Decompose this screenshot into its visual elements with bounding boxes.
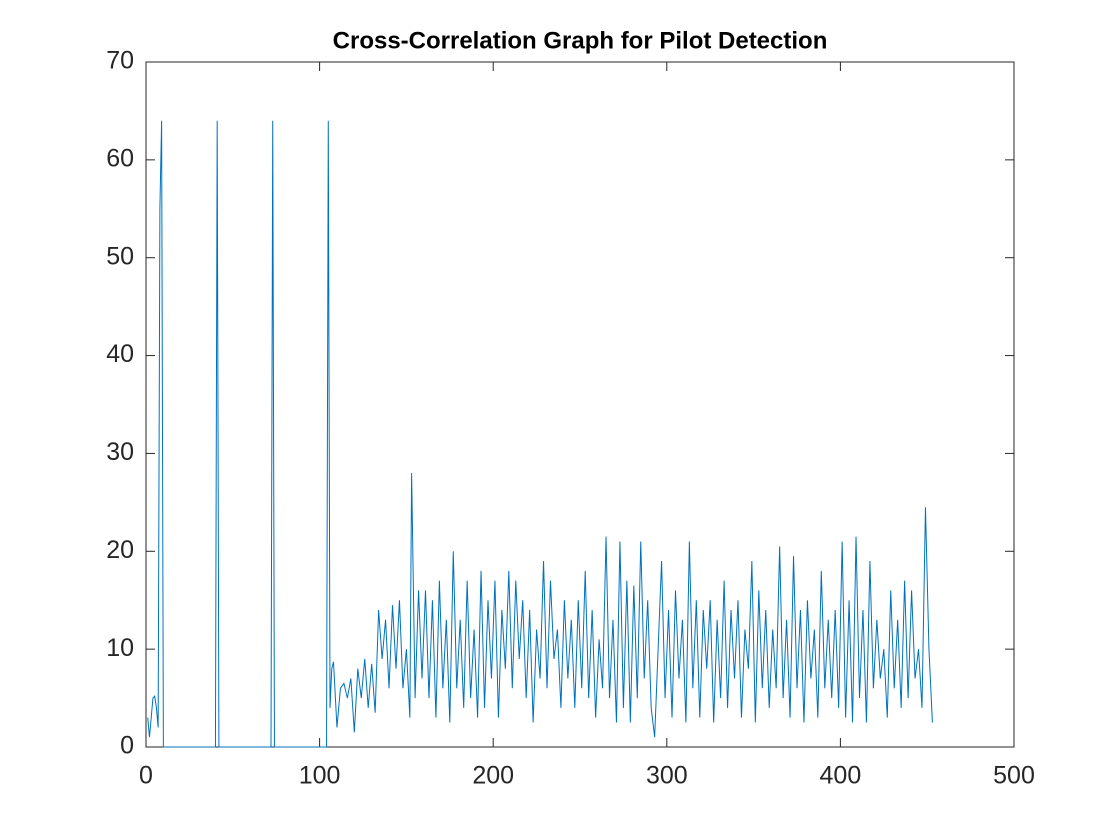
x-tick-label: 300 bbox=[646, 762, 688, 790]
x-tick-label: 100 bbox=[299, 762, 341, 790]
y-tick-label: 40 bbox=[106, 340, 134, 368]
x-tick-label: 400 bbox=[820, 762, 862, 790]
y-tick-label: 60 bbox=[106, 144, 134, 172]
y-tick-label: 30 bbox=[106, 438, 134, 466]
y-tick-label: 0 bbox=[120, 732, 134, 760]
data-line bbox=[147, 120, 933, 748]
y-tick-label: 10 bbox=[106, 634, 134, 662]
chart-title: Cross-Correlation Graph for Pilot Detect… bbox=[333, 27, 828, 54]
y-tick-label: 20 bbox=[106, 536, 134, 564]
y-tick-label: 70 bbox=[106, 47, 134, 75]
x-tick-label: 0 bbox=[139, 762, 153, 790]
x-tick-label: 200 bbox=[472, 762, 514, 790]
axes-box bbox=[145, 61, 1015, 748]
y-tick-label: 50 bbox=[106, 242, 134, 270]
x-tick-label: 500 bbox=[993, 762, 1035, 790]
